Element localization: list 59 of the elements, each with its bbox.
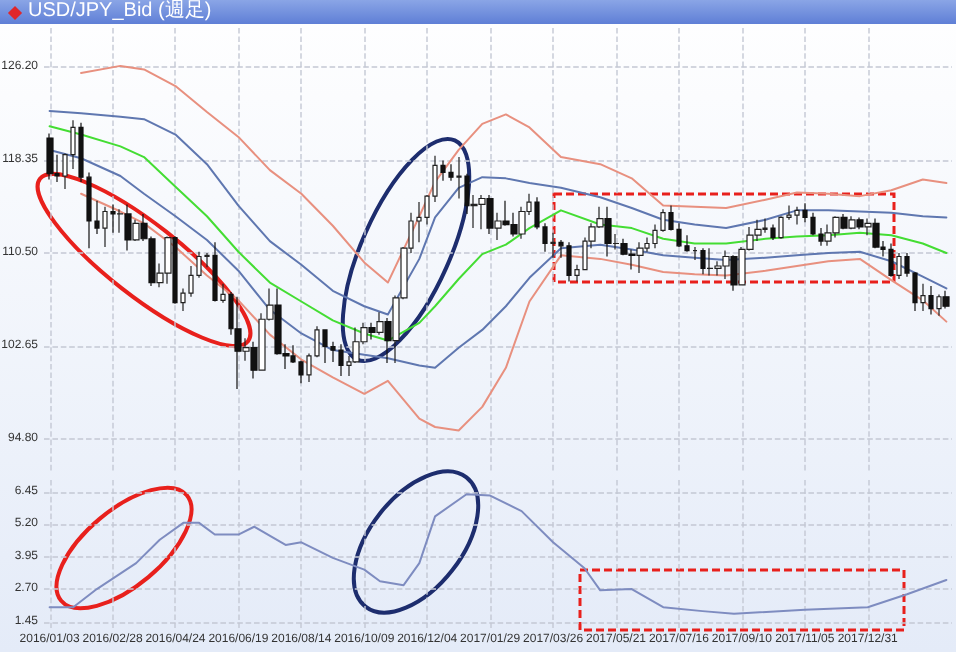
candlestick: [550, 232, 556, 259]
line-series: [48, 148, 948, 369]
line-series: [48, 125, 948, 342]
candlestick: [220, 283, 226, 304]
candlestick: [456, 156, 462, 200]
candlestick: [856, 216, 864, 230]
candlestick: [464, 173, 470, 215]
candlestick: [942, 290, 950, 310]
line-series: [48, 493, 948, 615]
candlestick: [494, 212, 502, 241]
candlestick: [794, 206, 800, 226]
candlestick: [730, 254, 738, 292]
candlestick: [566, 241, 572, 282]
candlestick: [920, 283, 926, 312]
candlestick: [928, 285, 934, 316]
candlestick: [936, 293, 942, 317]
candlestick: [864, 218, 872, 236]
candlestick: [470, 194, 478, 229]
candlestick: [250, 341, 258, 380]
candlestick: [770, 223, 776, 241]
chart-title: USD/JPY_Bid (週足): [28, 0, 212, 24]
line-series: [80, 192, 948, 432]
candlestick: [888, 242, 894, 278]
candlestick: [234, 296, 242, 390]
candlestick: [840, 213, 848, 230]
candlestick: [172, 235, 178, 305]
candlestick: [322, 329, 328, 364]
candlestick: [368, 322, 376, 340]
candlestick: [612, 233, 620, 251]
candlestick: [762, 218, 768, 234]
candlestick: [722, 249, 730, 280]
candlestick: [376, 311, 384, 336]
candlestick: [338, 343, 344, 377]
candlestick: [706, 247, 714, 277]
candlestick: [824, 223, 832, 247]
candlestick: [872, 218, 880, 249]
candlestick: [692, 246, 698, 261]
candlestick: [102, 206, 108, 248]
candlestick: [478, 194, 486, 230]
candlestick: [46, 132, 54, 181]
candlestick: [124, 203, 132, 252]
candlestick: [896, 252, 902, 280]
candlestick: [440, 160, 446, 182]
candlestick: [486, 194, 494, 235]
line-series: [48, 109, 948, 316]
candlestick: [636, 241, 644, 274]
line-series: [80, 64, 948, 284]
candlestick: [448, 163, 454, 182]
candlestick: [116, 208, 124, 234]
candlestick: [132, 219, 140, 242]
candlestick: [700, 247, 706, 275]
candlestick: [604, 206, 612, 258]
candlestick: [164, 235, 172, 285]
candlestick: [848, 215, 856, 230]
candlestick: [110, 203, 116, 234]
candlestick: [832, 215, 840, 239]
candlestick: [384, 317, 392, 364]
candlestick: [212, 241, 218, 303]
candlestick: [242, 337, 250, 362]
